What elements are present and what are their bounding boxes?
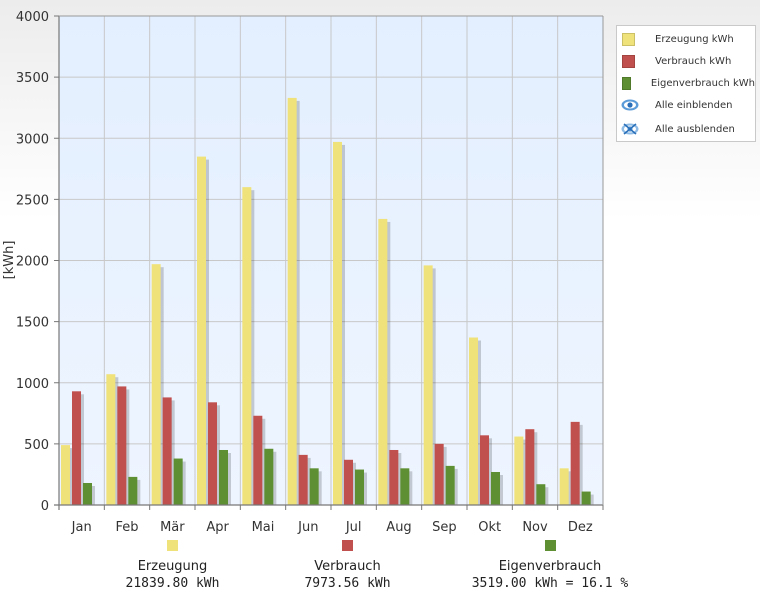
y-tick-labels: 0 500 1000 1500 2000 2500 3000 3500 4000 [16, 10, 49, 514]
x-tick-label: Mär [160, 520, 185, 535]
bar-eigenverbrauch-kwh-feb[interactable] [128, 476, 138, 505]
bar-eigenverbrauch-kwh-dez[interactable] [581, 491, 591, 505]
bar-verbrauch-kwh-apr[interactable] [208, 402, 217, 505]
bar-erzeugung-kwh-apr[interactable] [197, 156, 206, 505]
bar-erzeugung-kwh-nov[interactable] [514, 436, 524, 505]
x-tick-label: Dez [568, 520, 593, 535]
x-tick-label: Feb [115, 520, 138, 535]
x-tick-labels: Jan Feb Mär Apr Mai Jun Jul Aug Sep Okt Nov Dez [71, 520, 593, 535]
bar-verbrauch-kwh-jun[interactable] [298, 454, 308, 505]
legend-show-all-label: Alle einblenden [655, 99, 733, 111]
bar-erzeugung-kwh-dez[interactable] [559, 468, 569, 505]
summary-erzeugung: Erzeugung 21839.80 kWh [105, 540, 240, 592]
y-tick-label: 1000 [16, 377, 49, 392]
legend: Erzeugung kWh Verbrauch kWh Eigenverbrau… [616, 25, 756, 142]
bar-eigenverbrauch-kwh-jan[interactable] [83, 482, 92, 505]
bar-verbrauch-kwh-sep[interactable] [434, 443, 444, 505]
bar-verbrauch-kwh-jul[interactable] [344, 459, 353, 505]
bar-erzeugung-kwh-sep[interactable] [423, 265, 433, 505]
bar-erzeugung-kwh-jul[interactable] [333, 141, 342, 506]
summary-value: 3519.00 kWh = 16.1 % [471, 576, 629, 591]
summary-swatch-verbrauch [342, 540, 353, 551]
bar-verbrauch-kwh-nov[interactable] [525, 429, 535, 505]
bar-eigenverbrauch-kwh-apr[interactable] [219, 449, 228, 505]
summary-eigenverbrauch: Eigenverbrauch 3519.00 kWh = 16.1 % [450, 540, 650, 592]
y-tick-label: 2000 [16, 255, 49, 270]
bar-eigenverbrauch-kwh-sep[interactable] [445, 465, 455, 505]
bar-erzeugung-kwh-jun[interactable] [287, 97, 297, 505]
axes [54, 15, 604, 510]
y-tick-label: 500 [24, 438, 49, 453]
y-tick-label: 3000 [16, 132, 49, 147]
summary-swatch-eigenverbrauch [544, 540, 556, 551]
y-tick-label: 1500 [16, 316, 49, 331]
x-tick-label: Apr [206, 520, 229, 535]
eye-hidden-icon [621, 123, 639, 135]
bar-verbrauch-kwh-mär[interactable] [162, 397, 172, 505]
y-tick-label: 2500 [16, 193, 49, 208]
x-tick-label: Mai [252, 520, 275, 535]
summary-verbrauch: Verbrauch 7973.56 kWh [280, 540, 415, 592]
legend-swatch-verbrauch [622, 54, 635, 68]
summary-label: Erzeugung [137, 559, 208, 574]
bar-eigenverbrauch-kwh-jul[interactable] [355, 469, 364, 505]
bar-eigenverbrauch-kwh-mai[interactable] [264, 448, 274, 505]
eye-icon [621, 99, 639, 111]
y-tick-label: 4000 [16, 10, 49, 25]
x-tick-label: Aug [386, 520, 411, 535]
y-tick-label: 0 [41, 499, 49, 514]
bar-eigenverbrauch-kwh-jun[interactable] [309, 468, 319, 505]
legend-item-erzeugung[interactable]: Erzeugung kWh [621, 29, 755, 49]
legend-label: Erzeugung kWh [655, 33, 734, 45]
legend-show-all[interactable]: Alle einblenden [621, 95, 755, 115]
legend-item-verbrauch[interactable]: Verbrauch kWh [621, 51, 755, 71]
bar-eigenverbrauch-kwh-aug[interactable] [400, 468, 410, 505]
x-tick-label: Sep [432, 520, 457, 535]
legend-item-eigenverbrauch[interactable]: Eigenverbrauch kWh [621, 73, 755, 93]
bar-verbrauch-kwh-feb[interactable] [117, 386, 127, 505]
legend-hide-all-label: Alle ausblenden [655, 123, 735, 135]
bar-verbrauch-kwh-mai[interactable] [253, 415, 263, 505]
summary-label: Eigenverbrauch [498, 559, 602, 574]
y-axis-label: [kWh] [2, 241, 17, 280]
bar-erzeugung-kwh-mär[interactable] [151, 264, 161, 505]
legend-swatch-erzeugung [622, 32, 635, 46]
summary-value: 21839.80 kWh [125, 576, 220, 591]
bar-erzeugung-kwh-aug[interactable] [378, 218, 388, 505]
summary-swatch-erzeugung [167, 540, 178, 551]
x-tick-label: Nov [522, 520, 548, 535]
bar-erzeugung-kwh-okt[interactable] [469, 337, 478, 505]
x-tick-label: Jun [297, 520, 318, 535]
legend-label: Eigenverbrauch kWh [650, 77, 755, 89]
bar-eigenverbrauch-kwh-okt[interactable] [491, 471, 500, 505]
legend-hide-all[interactable]: Alle ausblenden [621, 119, 755, 139]
bar-eigenverbrauch-kwh-nov[interactable] [536, 484, 546, 505]
bar-verbrauch-kwh-dez[interactable] [570, 421, 580, 505]
legend-swatch-eigenverbrauch [622, 76, 631, 90]
bar-verbrauch-kwh-okt[interactable] [480, 435, 489, 505]
legend-label: Verbrauch kWh [655, 55, 732, 67]
bar-erzeugung-kwh-feb[interactable] [106, 374, 116, 505]
bar-erzeugung-kwh-jan[interactable] [61, 445, 70, 505]
bar-eigenverbrauch-kwh-mär[interactable] [173, 458, 183, 505]
x-tick-label: Jul [345, 520, 362, 535]
summary-value: 7973.56 kWh [304, 576, 391, 591]
y-tick-label: 3500 [16, 71, 49, 86]
x-tick-label: Jan [71, 520, 92, 535]
bar-erzeugung-kwh-mai[interactable] [242, 187, 252, 505]
bar-chart: 0 500 1000 1500 2000 2500 3000 3500 4000 Jan Feb M… [2, 10, 604, 535]
x-tick-label: Okt [478, 520, 501, 535]
bars [61, 97, 594, 506]
bar-verbrauch-kwh-aug[interactable] [389, 449, 399, 505]
summary-label: Verbrauch [314, 559, 381, 574]
bar-verbrauch-kwh-jan[interactable] [72, 391, 81, 505]
